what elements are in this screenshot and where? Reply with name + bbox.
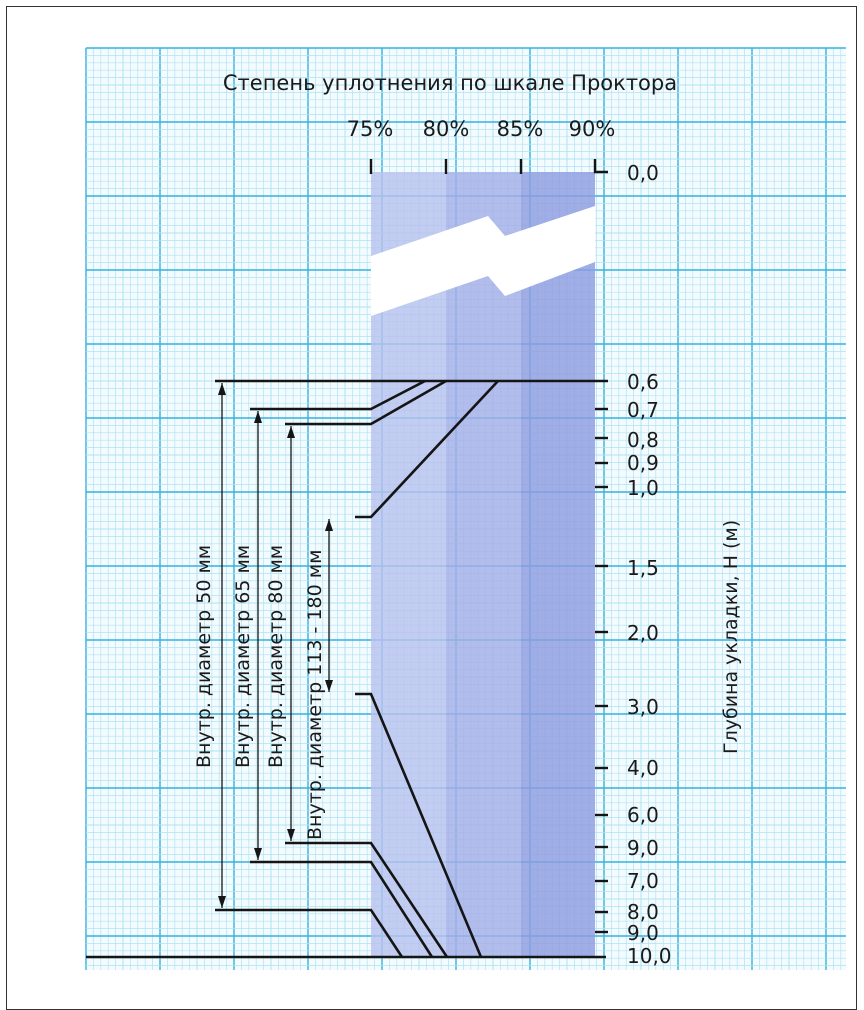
depth-label: 10,0: [627, 944, 672, 968]
band-85-90: [521, 172, 595, 957]
compaction-label-85: 85%: [497, 117, 544, 141]
diameter-curves: [86, 379, 608, 959]
dimension-65mm-arrow-bottom: [254, 848, 262, 860]
depth-label: 0,0: [627, 161, 659, 185]
depth-label: 2,0: [627, 621, 659, 645]
dimension-80mm-arrow-bottom: [287, 829, 295, 841]
diameter-label-80: Внутр. диаметр 80 мм: [265, 545, 287, 768]
depth-label: 9,0: [627, 921, 659, 945]
compaction-label-90: 90%: [569, 117, 616, 141]
depth-label: 3,0: [627, 695, 659, 719]
compaction-label-75: 75%: [347, 117, 394, 141]
dimension-50mm-arrow-top: [218, 383, 226, 395]
diameter-label-50: Внутр. диаметр 50 мм: [193, 545, 215, 768]
dimension-113-180mm-arrow-bottom: [325, 680, 333, 692]
dimension-113-180mm-arrow-top: [325, 519, 333, 531]
depth-label: 0,8: [627, 428, 659, 452]
depth-label: 6,0: [627, 803, 659, 827]
dimension-50mm-arrow-bottom: [218, 896, 226, 908]
compaction-label-80: 80%: [423, 117, 470, 141]
dimension-80mm-arrow-top: [287, 426, 295, 438]
band-80-85: [446, 172, 521, 957]
depth-label: 9,0: [627, 836, 659, 860]
curve-80mm: [285, 841, 449, 958]
depth-label: 8,0: [627, 900, 659, 924]
curve-50mm: [215, 908, 404, 958]
curve-113-180mm-upper: [355, 380, 499, 519]
curve-65mm: [250, 860, 434, 958]
diameter-label-113-180: Внутр. диаметр 113 - 180 мм: [304, 550, 326, 840]
dimension-65mm-arrow-top: [254, 411, 262, 423]
diameter-label-65: Внутр. диаметр 65 мм: [232, 545, 254, 768]
depth-label: 0,9: [627, 451, 659, 475]
depth-label: 1,0: [627, 476, 659, 500]
compaction-tick: [593, 159, 608, 174]
axis-ticks: [369, 159, 608, 934]
depth-axis-label: Глубина укладки, H (м): [720, 520, 742, 754]
depth-label: 7,0: [627, 869, 659, 893]
depth-label: 0,7: [627, 398, 659, 422]
curve-113-180mm-lower: [355, 692, 483, 958]
axis-break-gap: [371, 206, 595, 316]
diagram-title: Степень уплотнения по шкале Проктора: [223, 71, 677, 95]
curve-80mm-upper: [285, 379, 447, 426]
depth-label: 4,0: [627, 756, 659, 780]
depth-label: 1,5: [627, 556, 659, 580]
depth-label: 0,6: [627, 370, 659, 394]
curve-65mm-upper: [250, 379, 426, 411]
compaction-bands: [371, 172, 595, 957]
